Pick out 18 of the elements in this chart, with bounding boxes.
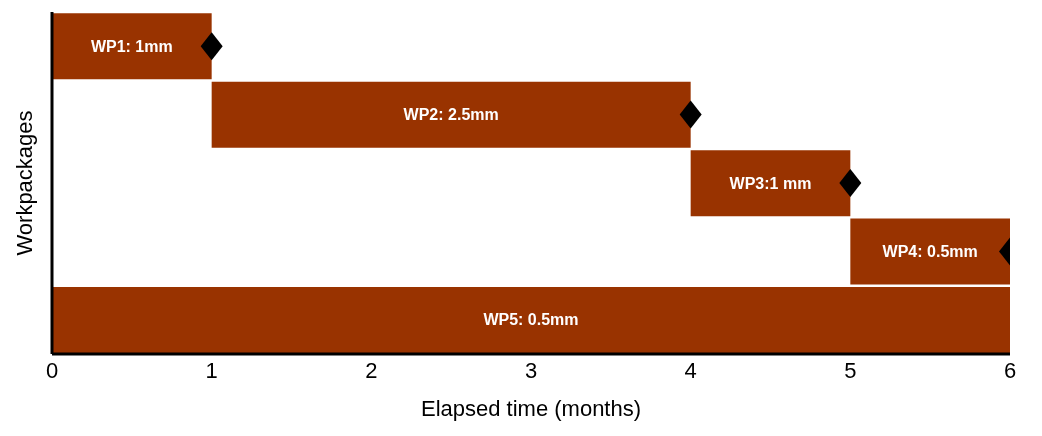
x-tick-label: 2 <box>365 357 378 383</box>
x-tick-label: 4 <box>684 357 697 383</box>
data-label: WP4: 0.5mm <box>882 243 978 261</box>
x-tick-label: 1 <box>205 357 218 383</box>
data-label: WP5: 0.5mm <box>483 311 579 329</box>
data-label: WP2: 2.5mm <box>403 106 499 124</box>
y-axis-title: Workpackages <box>11 110 37 256</box>
bar <box>690 150 851 217</box>
x-tick-label: 3 <box>524 357 538 383</box>
bar <box>211 81 691 148</box>
x-axis-title: Elapsed time (months) <box>420 396 642 421</box>
data-label: WP1: 1mm <box>90 37 173 55</box>
data-label: WP3:1 mm <box>729 174 812 192</box>
bar <box>52 13 212 80</box>
bar <box>850 218 1010 285</box>
x-tick-label: 0 <box>45 357 59 383</box>
x-tick-label: 6 <box>1003 357 1017 383</box>
x-tick-label: 5 <box>844 357 857 383</box>
